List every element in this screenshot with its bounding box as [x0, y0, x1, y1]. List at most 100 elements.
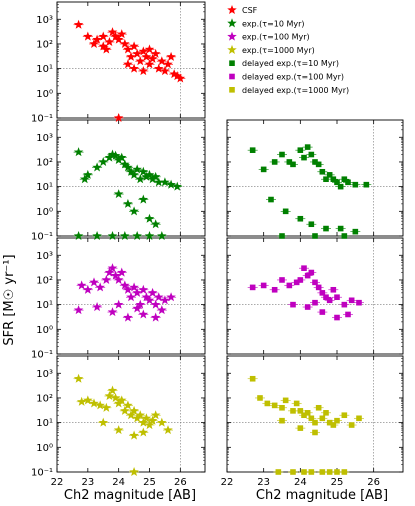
data-point: [104, 37, 115, 47]
panel-2-0: 10⁻¹ 10⁰ 10¹ 10² 10³: [31, 237, 206, 361]
data-point: [150, 299, 161, 309]
data-point: [89, 277, 99, 287]
data-point: [334, 294, 340, 301]
data-point: [169, 69, 179, 79]
legend-entry: exp.(τ=1000 Myr): [227, 44, 315, 55]
x-axis-label-left: Ch2 magnitude [AB]: [64, 488, 196, 503]
legend-marker: [229, 60, 235, 66]
y-tick-label: 10⁻¹: [31, 232, 53, 243]
data-point: [107, 263, 118, 273]
data-point: [166, 179, 176, 189]
legend-marker: [227, 31, 237, 41]
y-tick-label: 10²: [36, 275, 53, 286]
data-point: [147, 53, 158, 63]
data-point: [126, 51, 136, 61]
data-point: [157, 417, 167, 427]
data-point: [141, 292, 152, 302]
legend-label: CSF: [242, 6, 258, 15]
data-point: [123, 59, 133, 69]
data-point: [166, 51, 176, 61]
data-point: [73, 305, 84, 315]
data-point: [153, 177, 164, 187]
data-point: [271, 159, 278, 165]
data-point: [138, 66, 149, 76]
data-point: [123, 312, 133, 322]
y-tick-label: 10¹: [36, 300, 53, 311]
data-point: [308, 221, 315, 228]
panels-layer: 10⁻¹10⁰10¹10²10³10⁻¹10⁰10¹10²10³10⁻¹10⁰1…: [31, 1, 404, 488]
y-tick-label: 10¹: [36, 64, 53, 75]
data-point: [334, 469, 340, 475]
data-point: [129, 282, 139, 292]
data-point: [129, 206, 139, 216]
legend-entry: delayed exp.(τ=1000 Myr): [229, 86, 349, 95]
data-point: [138, 194, 149, 204]
data-point: [138, 284, 149, 294]
data-point: [308, 469, 315, 475]
data-point: [301, 265, 307, 271]
data-point: [101, 402, 112, 412]
data-point: [319, 309, 326, 315]
series-2-1: [247, 265, 364, 321]
data-point: [323, 410, 329, 416]
data-point: [98, 31, 109, 41]
data-point: [153, 63, 164, 73]
data-point: [150, 410, 161, 420]
x-tick-label: 25: [331, 477, 344, 488]
data-point: [123, 400, 133, 410]
data-point: [323, 225, 329, 232]
data-point: [319, 290, 326, 296]
y-tick-label: 10¹: [36, 418, 53, 429]
data-point: [123, 44, 133, 54]
data-point: [312, 419, 318, 426]
data-point: [249, 147, 256, 153]
data-point: [110, 31, 121, 41]
data-point: [312, 279, 318, 286]
data-point: [101, 274, 112, 284]
legend-entry: exp.(τ=100 Myr): [227, 31, 310, 42]
data-point: [297, 425, 304, 431]
data-point: [326, 469, 333, 475]
legend-entry: CSF: [227, 5, 258, 15]
data-point: [279, 233, 285, 239]
data-point: [138, 417, 149, 427]
data-point: [135, 299, 146, 309]
legend-marker: [227, 18, 237, 28]
data-point: [113, 398, 124, 408]
data-point: [123, 284, 133, 294]
data-point: [110, 392, 121, 402]
data-point: [89, 38, 99, 48]
panel-3-0: 10⁻¹ 10⁰ 10¹ 10² 10³ 22 23 24 25 26: [31, 355, 206, 488]
data-point: [286, 282, 293, 289]
data-point: [110, 150, 121, 160]
data-point: [345, 179, 351, 186]
data-point: [113, 274, 124, 284]
data-point: [120, 231, 130, 241]
data-point: [135, 410, 146, 420]
data-point: [120, 38, 130, 48]
data-point: [268, 196, 274, 203]
data-point: [304, 144, 311, 150]
data-point: [113, 425, 124, 435]
data-point: [304, 304, 311, 310]
data-point: [308, 269, 315, 276]
data-point: [150, 312, 161, 322]
x-tick-label: 24: [294, 477, 307, 488]
data-point: [73, 147, 84, 157]
legend-entry: delayed exp.(τ=100 Myr): [229, 73, 344, 82]
panel-1-1: [226, 119, 404, 237]
data-point: [132, 48, 142, 58]
data-point: [330, 286, 337, 293]
data-point: [116, 395, 127, 405]
series-1-1: [247, 144, 372, 239]
data-point: [126, 410, 136, 420]
y-tick-label: 10⁰: [36, 443, 53, 454]
data-point: [135, 174, 146, 184]
panel-frame: [226, 237, 404, 355]
x-tick-label: 26: [367, 477, 380, 488]
data-point: [92, 231, 102, 241]
data-point: [166, 292, 176, 302]
legend-label: delayed exp.(τ=10 Myr): [242, 59, 339, 68]
data-point: [315, 404, 322, 411]
